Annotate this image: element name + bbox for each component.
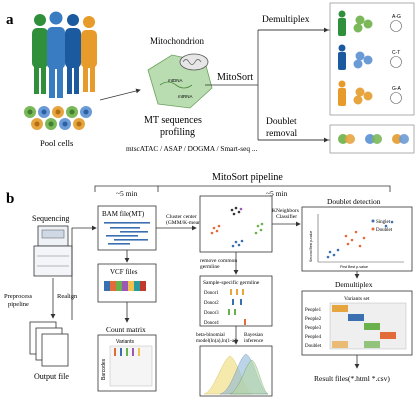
axis-x-label: First Best p-value (340, 265, 368, 269)
beta-binomial-label-2: model(ln(a),ln(1-a)) (196, 337, 238, 344)
variants-label: Variants (116, 339, 134, 345)
pipeline-title: MitoSort pipeline (212, 172, 283, 183)
mt-profiling-line2: profiling (160, 127, 195, 138)
doublet-cells (338, 134, 409, 144)
panel-a-label: a (6, 12, 14, 28)
doublet-row-label: Doublet (305, 344, 322, 349)
people-silhouettes (32, 12, 97, 99)
demultiplex-title: Demultiplex (335, 280, 373, 289)
sample-specific-label: Sample-specific germline (203, 279, 260, 286)
doublet-label-line2: removal (266, 129, 297, 139)
people1-label: People1 (305, 308, 322, 313)
doublet-legend: Doublet (376, 228, 393, 233)
realign-label: Realign (57, 293, 78, 300)
mt-profiling-line1: MT sequences (144, 115, 202, 126)
heatmap-grid (330, 303, 406, 349)
preprocess-label-2: pipeline (8, 301, 29, 308)
mitochondrion-label: Mitochondrion (150, 36, 204, 46)
mtdna-label: mtDNA (168, 78, 183, 83)
panel-b-label: b (6, 191, 14, 207)
donor2-label: Donor2 (204, 301, 219, 306)
time-label-1: ~5 min (116, 189, 138, 198)
bayesian-label-2: inference (244, 337, 264, 344)
allele-ga: G-A (392, 86, 402, 92)
count-matrix-label: Count matrix (106, 325, 146, 334)
count-matrix-grid (110, 346, 152, 386)
remove-germline-label-2: germline (200, 264, 220, 270)
allele-ct: C-T (392, 50, 400, 56)
variants-set-label: Variants set (344, 296, 370, 302)
output-file-label: Output file (34, 372, 69, 381)
sequencing-label: Sequencing (32, 214, 69, 223)
knn-label-2: Classifier (276, 213, 297, 220)
barcodes-label: Barcodes (101, 358, 107, 380)
output-files-icon (30, 322, 68, 366)
allele-ag: A-G (392, 14, 401, 20)
mitochondrion-icon (180, 54, 208, 70)
arrow-output-to-bam (72, 228, 96, 320)
singlet-legend: Singlet (376, 220, 391, 225)
bam-label: BAM file(MT) (102, 210, 145, 218)
axis-y-label: Second Best p-value (309, 231, 313, 262)
people2-label: People2 (305, 317, 322, 322)
people3-label: People3 (305, 326, 322, 331)
methods-label: mtscATAC / ASAP / DOGMA / Smart-seq ... (126, 144, 257, 153)
demultiplex-label: Demultiplex (262, 15, 310, 25)
arrow-cells-to-profiling (100, 90, 140, 100)
people4-label: People4 (305, 335, 322, 340)
vcf-bars (104, 281, 146, 291)
pool-cells-label: Pool cells (40, 138, 73, 148)
donor4-label: Donor4 (204, 321, 219, 326)
pool-cells (24, 106, 92, 130)
sequencer-icon (34, 226, 72, 276)
mitosort-label: MitoSort (217, 72, 253, 83)
result-files-label: Result files(*.html *.csv) (314, 374, 390, 383)
mtrna-label: mtRNA (178, 94, 193, 99)
cluster-center-label-2: (GMM/K-mean) (166, 219, 203, 226)
doublet-detection-box (302, 207, 412, 271)
doublet-label-line1: Doublet (266, 117, 297, 127)
preprocess-label-1: Preprocess (4, 293, 33, 300)
donor1-label: Donor1 (204, 291, 219, 296)
vcf-label: VCF files (110, 268, 138, 276)
doublet-detection-label: Doublet detection (327, 197, 381, 206)
pipeline-bracket (95, 186, 390, 192)
donor3-label: Donor3 (204, 311, 219, 316)
